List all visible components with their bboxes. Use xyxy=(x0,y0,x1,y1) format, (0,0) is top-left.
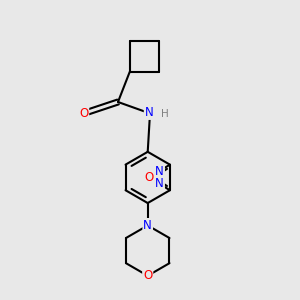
Text: N: N xyxy=(145,106,154,119)
Text: O: O xyxy=(79,107,88,120)
Text: N: N xyxy=(143,219,152,232)
Text: N: N xyxy=(155,164,164,178)
Text: N: N xyxy=(155,177,164,190)
Text: H: H xyxy=(161,109,169,119)
Text: O: O xyxy=(143,269,152,282)
Text: O: O xyxy=(145,171,154,184)
